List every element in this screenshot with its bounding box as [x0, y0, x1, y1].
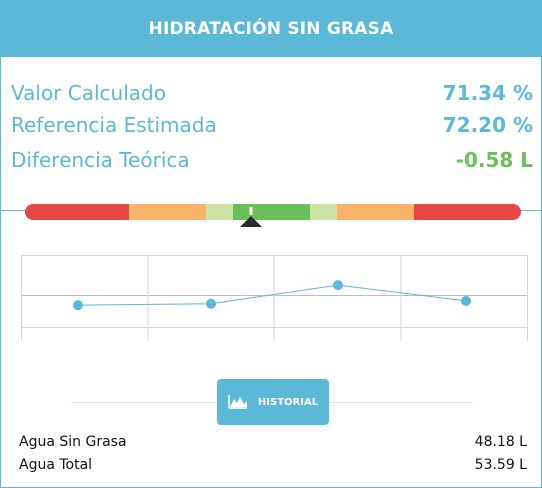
chart-data-point[interactable]: [206, 299, 216, 309]
history-button-label: HISTORIAL: [258, 397, 318, 408]
stat-label: Valor Calculado: [11, 81, 166, 105]
gauge-pointer-icon: [240, 207, 262, 229]
gauge-segment: [310, 204, 337, 220]
footer-row-total-water: Agua Total 53.59 L: [19, 457, 527, 473]
gauge-segment: [25, 204, 129, 220]
stat-value: -0.58 L: [456, 148, 533, 172]
footer-label: Agua Total: [19, 457, 92, 473]
stat-row-calculated: Valor Calculado 71.34 %: [11, 81, 533, 105]
history-line-chart: [21, 255, 528, 341]
stat-value: 71.34 %: [443, 81, 533, 105]
gauge-segment: [414, 204, 521, 220]
chart-data-point[interactable]: [333, 280, 343, 290]
gauge-segment: [206, 204, 233, 220]
stat-value: 72.20 %: [443, 113, 533, 137]
history-button[interactable]: HISTORIAL: [217, 379, 329, 425]
footer-label: Agua Sin Grasa: [19, 434, 127, 450]
card-title: HIDRATACIÓN SIN GRASA: [149, 19, 394, 39]
mountain-chart-icon: [228, 393, 248, 412]
card-header: HIDRATACIÓN SIN GRASA: [1, 1, 541, 57]
chart-data-point[interactable]: [73, 300, 83, 310]
footer-value: 53.59 L: [475, 457, 527, 473]
footer-row-lean-water: Agua Sin Grasa 48.18 L: [19, 434, 527, 450]
gauge-segment: [129, 204, 206, 220]
stat-label: Diferencia Teórica: [11, 148, 190, 172]
stat-row-reference: Referencia Estimada 72.20 %: [11, 113, 533, 137]
gauge-segment: [337, 204, 414, 220]
chart-data-point[interactable]: [461, 296, 471, 306]
range-gauge: [25, 204, 521, 220]
stat-label: Referencia Estimada: [11, 113, 217, 137]
stat-row-difference: Diferencia Teórica -0.58 L: [11, 148, 533, 172]
footer-value: 48.18 L: [475, 434, 527, 450]
chart-grid: [21, 255, 528, 341]
